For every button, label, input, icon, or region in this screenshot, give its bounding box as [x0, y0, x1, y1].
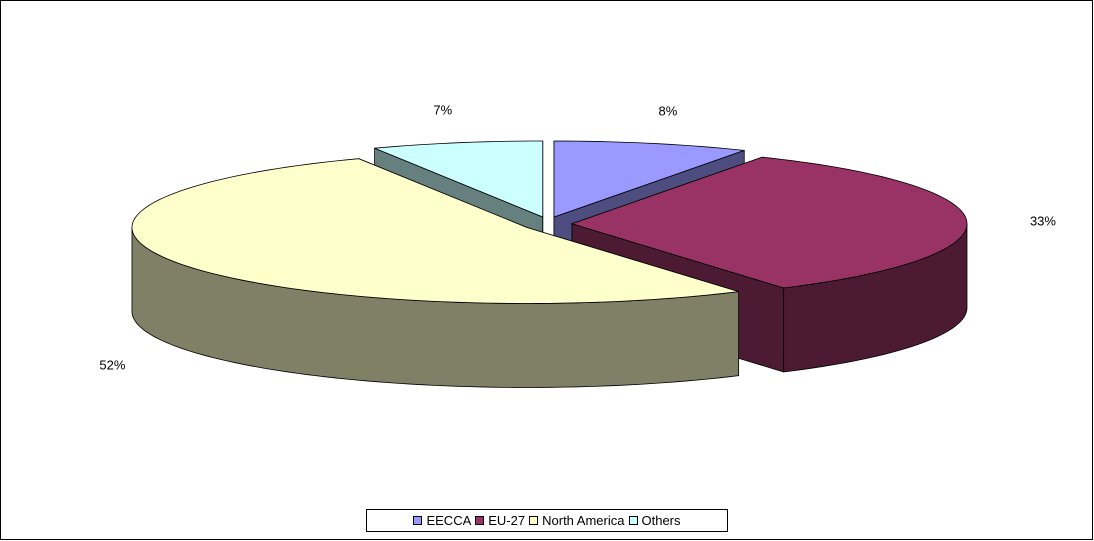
data-label-others: 7% — [433, 102, 452, 117]
slice-top-face — [374, 140, 544, 218]
slice-top-face — [553, 140, 745, 218]
legend-swatch — [413, 516, 423, 525]
data-label-eu-27: 33% — [1030, 213, 1056, 228]
legend-label: Others — [641, 513, 681, 528]
legend-item-eecca: EECCA — [413, 513, 471, 528]
legend: EECCA EU-27 North America Others — [366, 509, 728, 532]
data-label-eecca: 8% — [659, 103, 678, 118]
legend-swatch — [529, 516, 539, 525]
legend-label: EECCA — [426, 513, 472, 528]
legend-item-eu-27: EU-27 — [475, 513, 525, 528]
slice-top-face — [131, 158, 739, 304]
legend-label: EU-27 — [488, 513, 526, 528]
legend-swatch — [628, 516, 638, 525]
data-label-north-america: 52% — [99, 358, 125, 373]
legend-label: North America — [542, 513, 625, 528]
pie-slice-north-america — [131, 158, 740, 388]
legend-item-others: Others — [628, 513, 681, 528]
slice-top-face — [570, 156, 968, 289]
legend-swatch — [475, 516, 485, 525]
legend-item-north-america: North America — [529, 513, 625, 528]
